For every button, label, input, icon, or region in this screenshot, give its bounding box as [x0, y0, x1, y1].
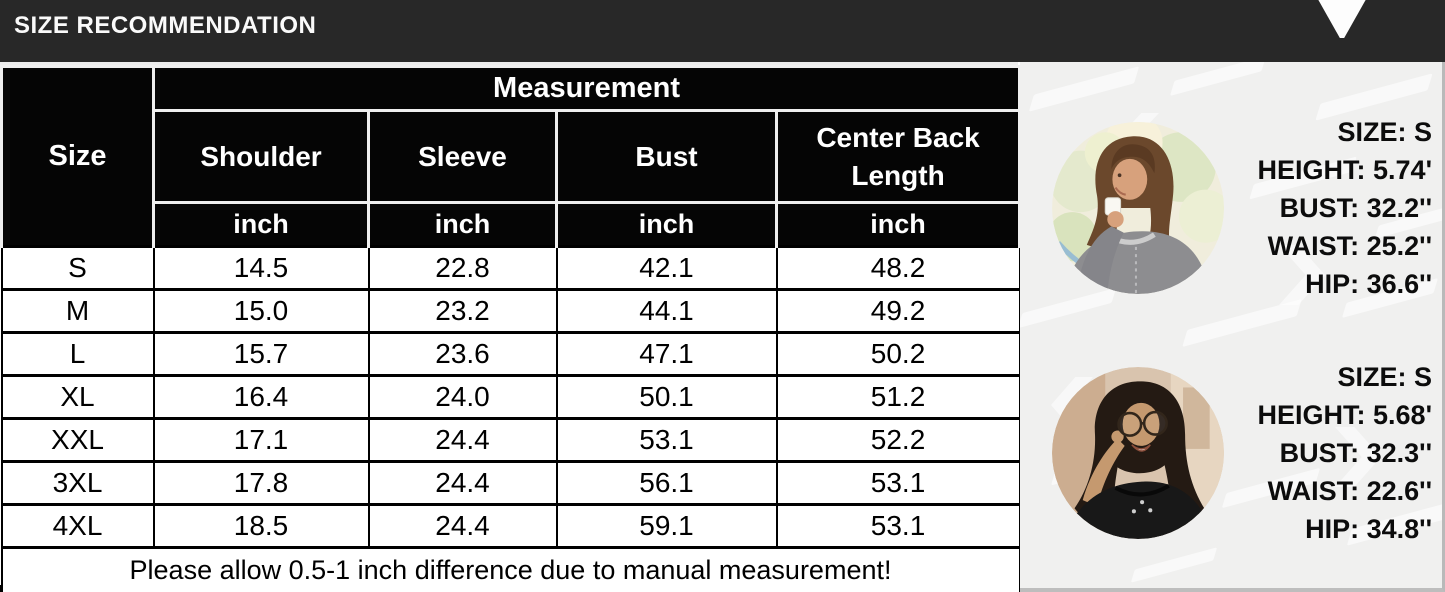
measurement-header: Measurement	[151, 65, 1022, 112]
model-bust-line: BUST: 32.3''	[1279, 438, 1432, 468]
unit-row: inch inch inch inch	[2, 201, 1022, 248]
model-card-1: SIZE: S HEIGHT: 5.74' BUST: 32.2'' WAIST…	[1020, 113, 1442, 303]
unit-cell: inch	[152, 201, 370, 248]
model-hip-line: HIP: 34.8''	[1305, 514, 1432, 544]
table-row-xl: XL 16.4 24.0 50.1 51.2	[0, 374, 1021, 420]
value-cell: 50.1	[555, 374, 778, 420]
size-column-header: Size	[0, 65, 155, 248]
chevron-down-icon	[1315, 0, 1369, 38]
model-size-line: SIZE: S	[1337, 117, 1432, 147]
model-1-measurements: SIZE: S HEIGHT: 5.74' BUST: 32.2'' WAIST…	[1224, 113, 1442, 303]
value-cell: 52.2	[775, 417, 1021, 463]
model-size-line: SIZE: S	[1337, 362, 1432, 392]
value-cell: 53.1	[775, 503, 1021, 549]
value-cell: 53.1	[555, 417, 778, 463]
value-cell: 47.1	[555, 331, 778, 377]
value-cell: 23.6	[367, 331, 558, 377]
measurement-note: Please allow 0.5-1 inch difference due t…	[0, 546, 1021, 592]
size-cell: 3XL	[0, 460, 155, 506]
value-cell: 49.2	[775, 288, 1021, 334]
table-row-l: L 15.7 23.6 47.1 50.2	[0, 331, 1021, 377]
page-title: SIZE RECOMMENDATION	[14, 12, 317, 39]
size-cell: 4XL	[0, 503, 155, 549]
model-waist-line: WAIST: 22.6''	[1267, 476, 1432, 506]
value-cell: 22.8	[367, 245, 558, 291]
value-cell: 48.2	[775, 245, 1021, 291]
value-cell: 42.1	[555, 245, 778, 291]
model-waist-line: WAIST: 25.2''	[1267, 231, 1432, 261]
value-cell: 53.1	[775, 460, 1021, 506]
size-cell: M	[0, 288, 155, 334]
model-height-line: HEIGHT: 5.68'	[1257, 400, 1432, 430]
model-bust-line: BUST: 32.2''	[1279, 193, 1432, 223]
value-cell: 14.5	[152, 245, 370, 291]
table-row-m: M 15.0 23.2 44.1 49.2	[0, 288, 1021, 334]
table-row-3xl: 3XL 17.8 24.4 56.1 53.1	[0, 460, 1021, 506]
table-row-s: S 14.5 22.8 42.1 48.2	[0, 245, 1021, 291]
column-names-row: Shoulder Sleeve Bust Center Back Length	[2, 109, 1022, 204]
value-cell: 56.1	[555, 460, 778, 506]
model-height-line: HEIGHT: 5.74'	[1257, 155, 1432, 185]
size-cell: XL	[0, 374, 155, 420]
size-cell: XXL	[0, 417, 155, 463]
unit-cell: inch	[774, 201, 1022, 248]
size-table-container: Size Measurement Shoulder Sleeve Bust Ce…	[0, 62, 1022, 592]
table-row-4xl: 4XL 18.5 24.4 59.1 53.1	[0, 503, 1021, 549]
sleeve-column-header: Sleeve	[367, 109, 558, 204]
value-cell: 51.2	[775, 374, 1021, 420]
model-photo-glasses-black-top	[1052, 367, 1224, 539]
value-cell: 24.0	[367, 374, 558, 420]
size-table: Size Measurement Shoulder Sleeve Bust Ce…	[0, 65, 1022, 592]
model-card-2: SIZE: S HEIGHT: 5.68' BUST: 32.3'' WAIST…	[1020, 358, 1442, 548]
shoulder-column-header: Shoulder	[152, 109, 370, 204]
header-bar: SIZE RECOMMENDATION	[0, 0, 1445, 62]
value-cell: 17.1	[152, 417, 370, 463]
table-row-xxl: XXL 17.1 24.4 53.1 52.2	[0, 417, 1021, 463]
size-cell: S	[0, 245, 155, 291]
value-cell: 15.7	[152, 331, 370, 377]
value-cell: 23.2	[367, 288, 558, 334]
unit-cell: inch	[555, 201, 778, 248]
value-cell: 50.2	[775, 331, 1021, 377]
size-cell: L	[0, 331, 155, 377]
value-cell: 24.4	[367, 503, 558, 549]
note-row: Please allow 0.5-1 inch difference due t…	[0, 546, 1021, 592]
model-2-measurements: SIZE: S HEIGHT: 5.68' BUST: 32.3'' WAIST…	[1224, 358, 1442, 548]
center-back-length-column-header: Center Back Length	[774, 109, 1022, 204]
model-1-illustration	[1052, 122, 1224, 294]
model-photo-gray-sweater	[1052, 122, 1224, 294]
value-cell: 18.5	[152, 503, 370, 549]
value-cell: 16.4	[152, 374, 370, 420]
model-info-panel: SIZE: S HEIGHT: 5.74' BUST: 32.2'' WAIST…	[1020, 62, 1445, 592]
value-cell: 44.1	[555, 288, 778, 334]
model-hip-line: HIP: 36.6''	[1305, 269, 1432, 299]
value-cell: 17.8	[152, 460, 370, 506]
value-cell: 15.0	[152, 288, 370, 334]
unit-cell: inch	[367, 201, 558, 248]
value-cell: 24.4	[367, 417, 558, 463]
model-2-illustration	[1052, 367, 1224, 539]
value-cell: 24.4	[367, 460, 558, 506]
measurement-header-row: Size Measurement	[0, 65, 1022, 248]
bust-column-header: Bust	[555, 109, 778, 204]
value-cell: 59.1	[555, 503, 778, 549]
